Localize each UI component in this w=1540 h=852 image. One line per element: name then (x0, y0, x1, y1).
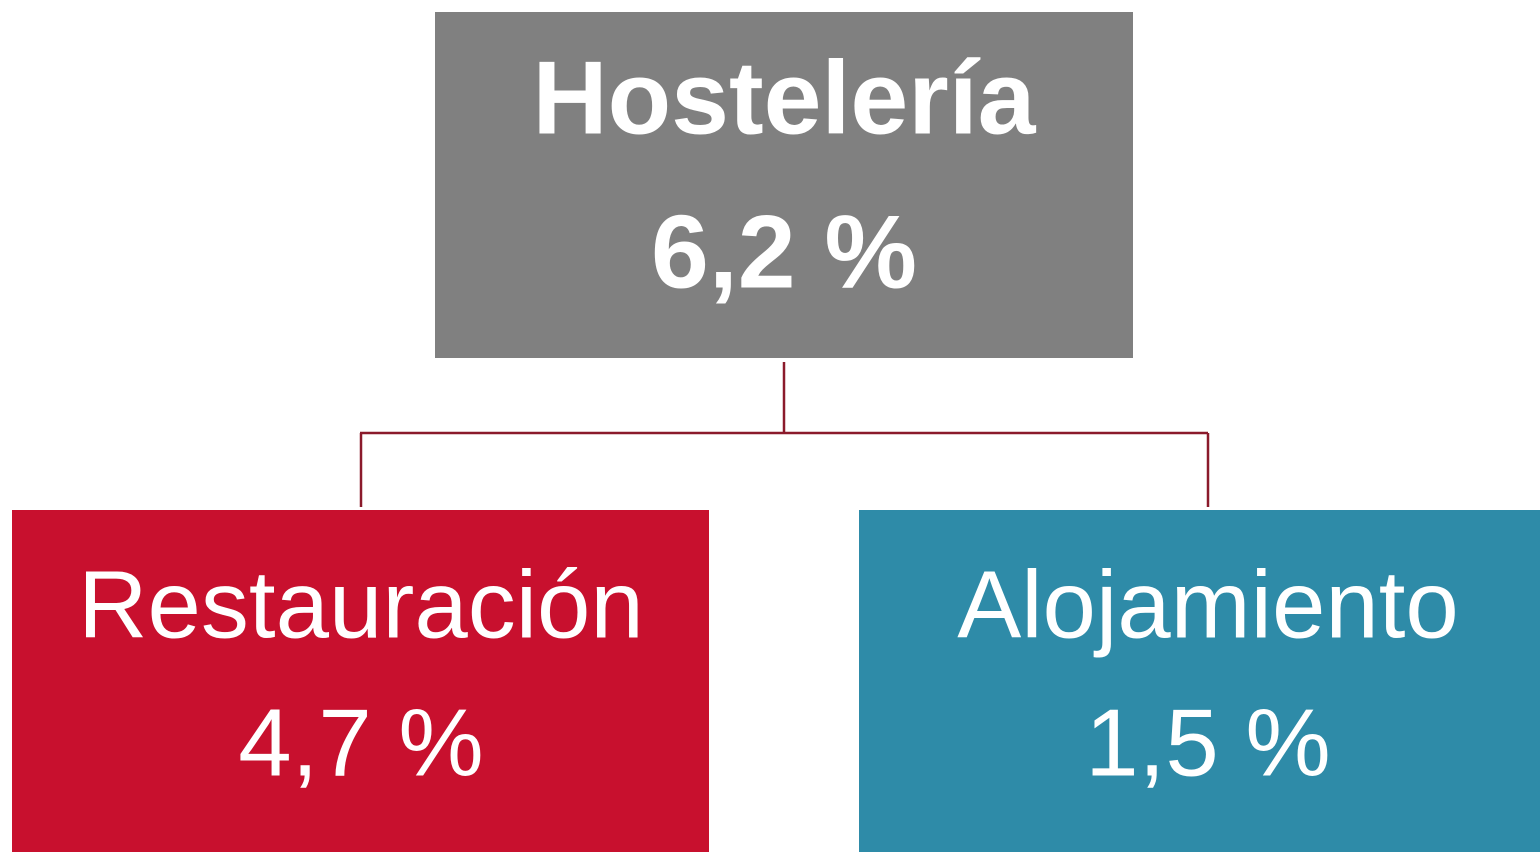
node-value: 6,2 % (651, 194, 917, 310)
node-label: Alojamiento (957, 551, 1459, 658)
child-box (12, 510, 709, 852)
node-value: 4,7 % (238, 689, 483, 796)
node-value: 1,5 % (1085, 689, 1330, 796)
child-box (859, 510, 1540, 852)
node-label: Restauración (78, 551, 644, 658)
parent-box (435, 12, 1133, 358)
node-label: Hostelería (533, 40, 1037, 156)
